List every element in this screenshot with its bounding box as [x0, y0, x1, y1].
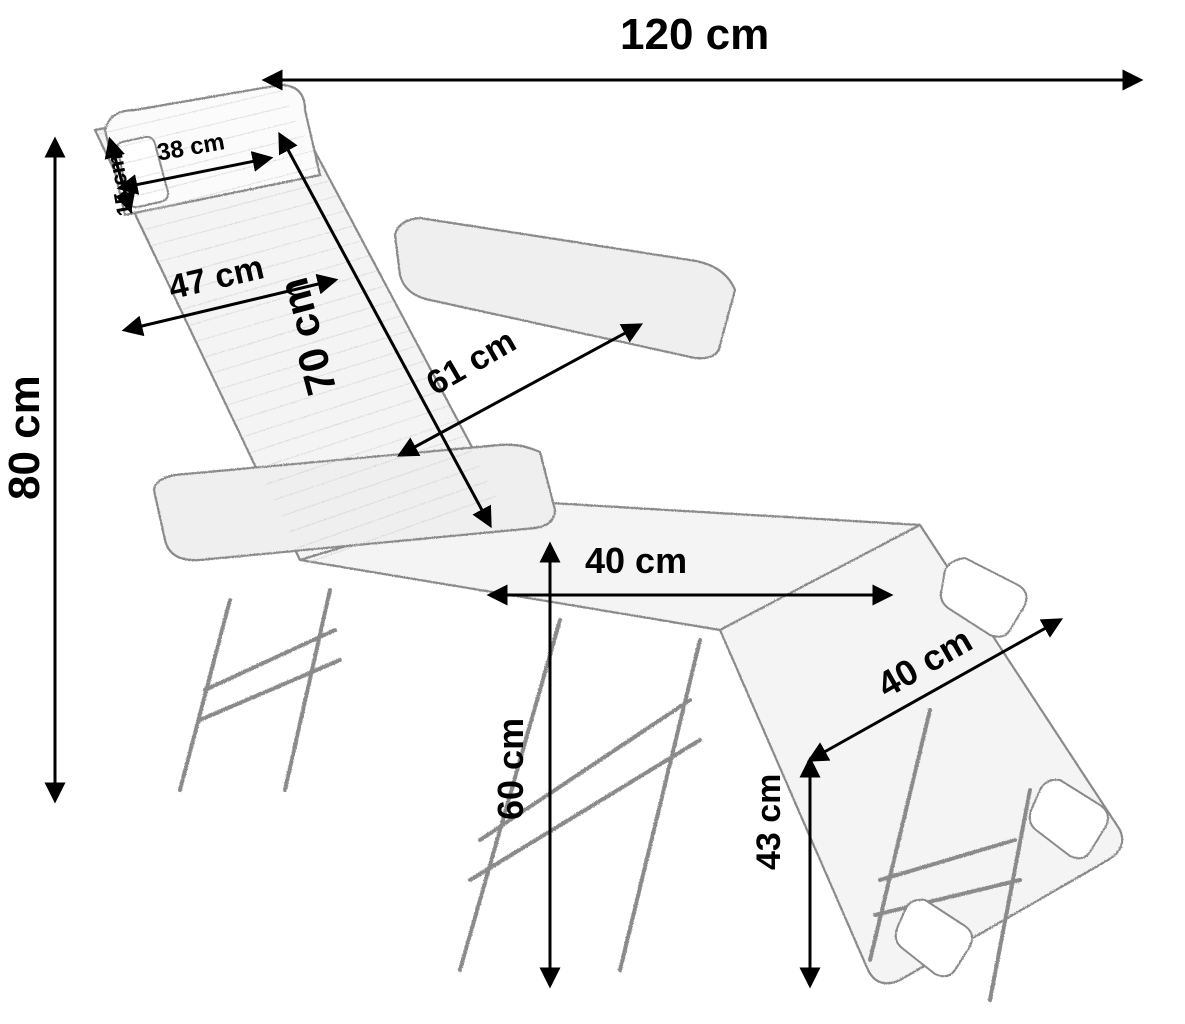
chair-leg_back	[180, 590, 330, 790]
chair-arm_far	[395, 218, 735, 358]
dim-label-seat_height: 60 cm	[490, 718, 532, 820]
chair-leg_mid_b	[620, 640, 700, 970]
dim-label-overall_height: 80 cm	[0, 375, 50, 500]
dim-label-seat_depth: 40 cm	[585, 540, 687, 582]
dim-label-overall_length: 120 cm	[620, 10, 769, 60]
dim-label-footrest_height: 43 cm	[750, 774, 789, 870]
